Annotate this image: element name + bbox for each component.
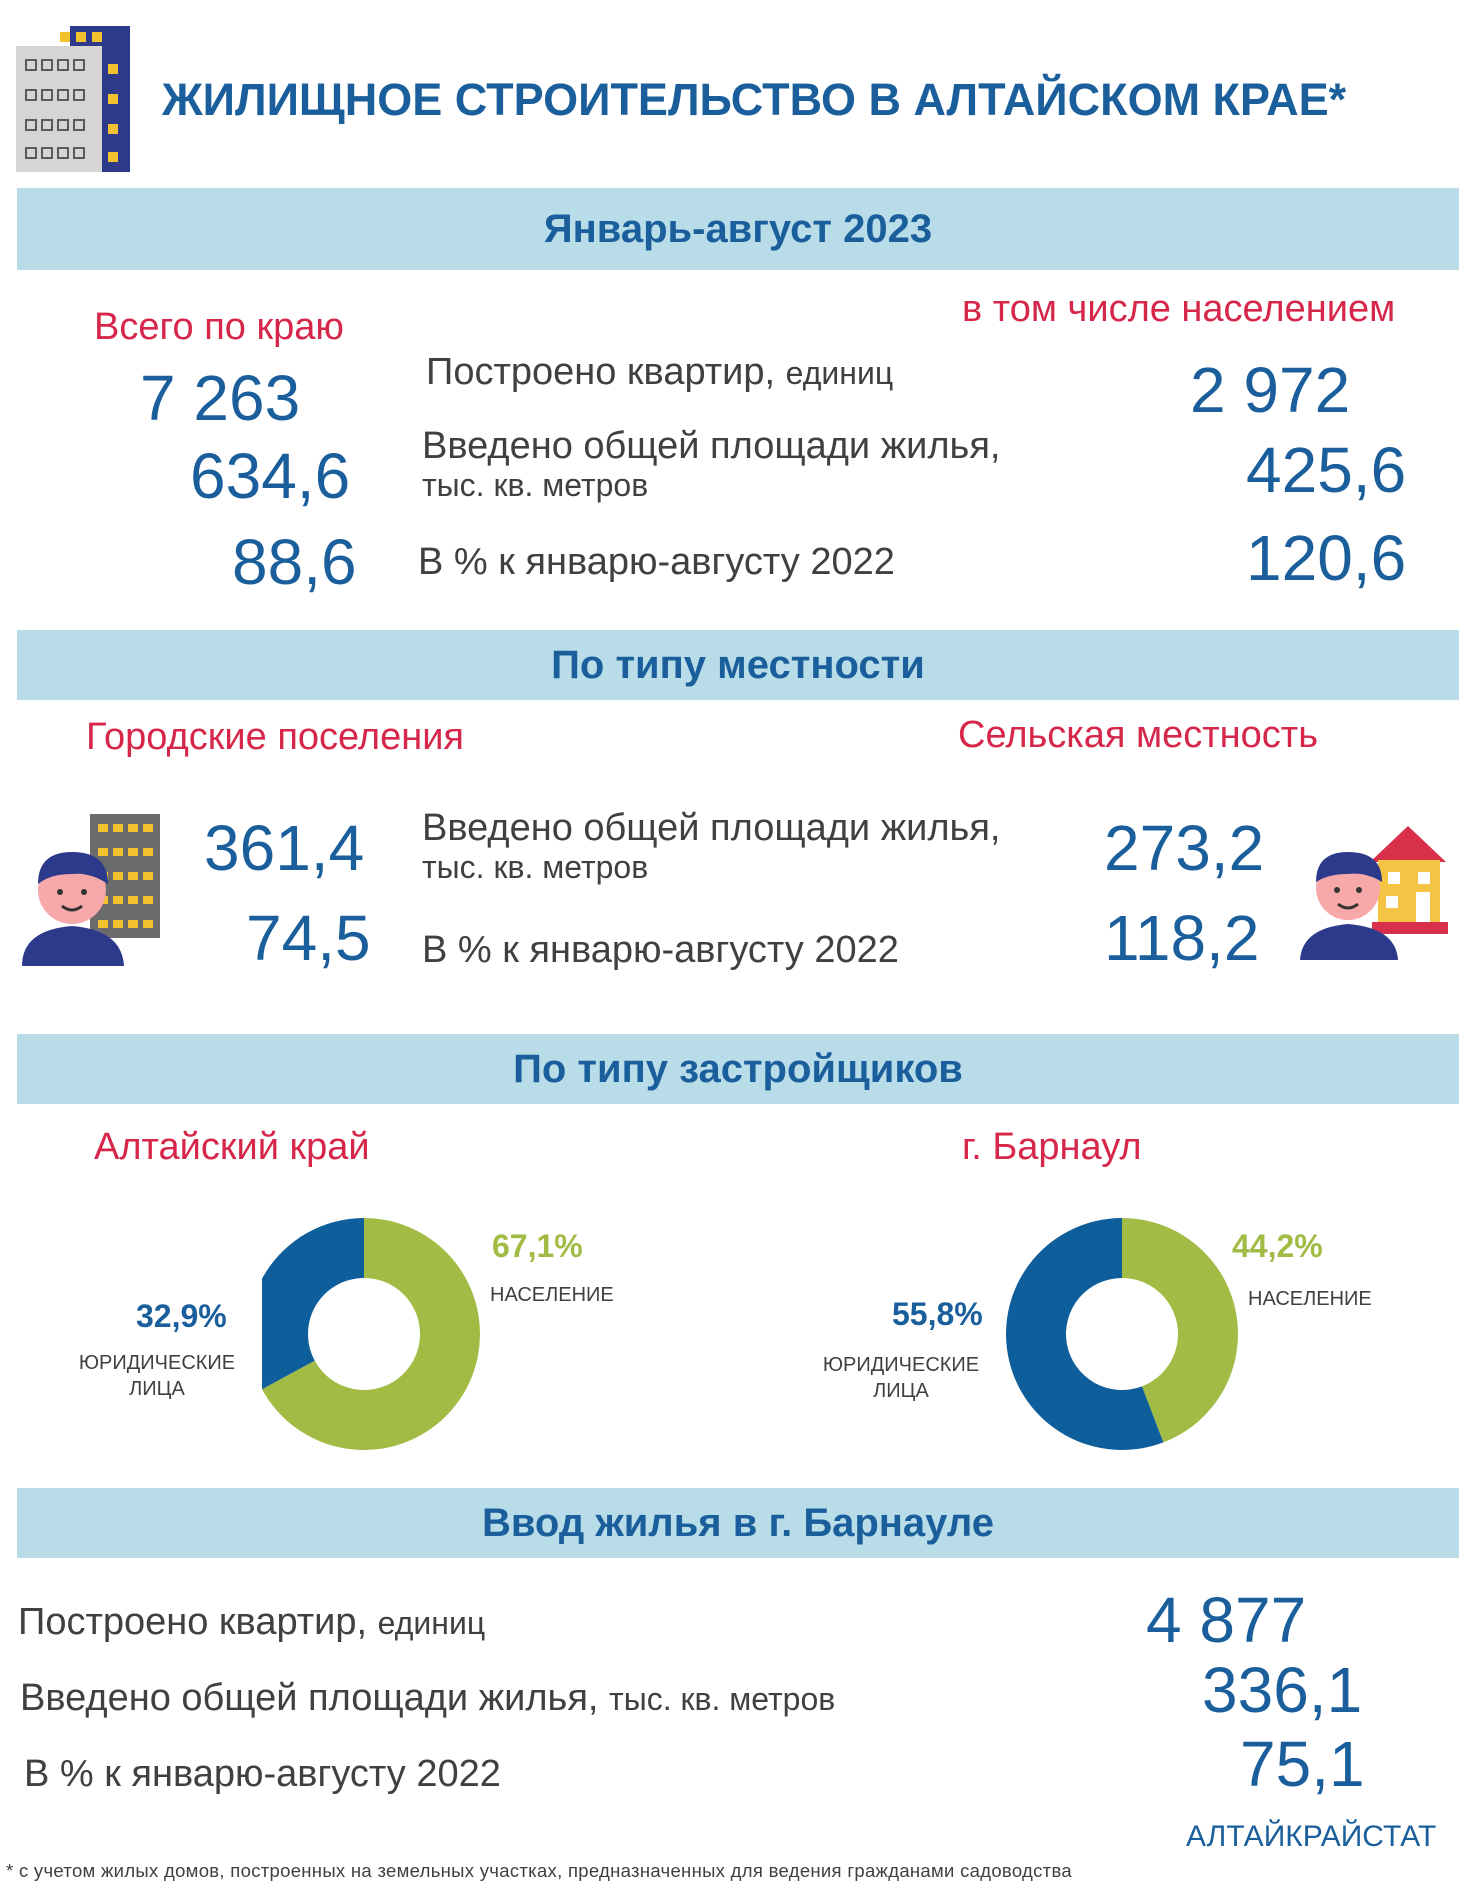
unit-text: единиц — [785, 355, 894, 391]
donut-slice-population — [262, 1218, 480, 1450]
category-line: ЮРИДИЧЕСКИЕ — [78, 1352, 236, 1374]
population-heading: в том числе населением — [962, 288, 1396, 330]
city-legal-label: 55,8% — [892, 1296, 983, 1332]
donut-slice-legal-entities — [262, 1218, 364, 1390]
section-band-developers: По типу застройщиков — [17, 1034, 1459, 1104]
region-legal-category: ЮРИДИЧЕСКИЕ ЛИЦА — [72, 1350, 242, 1402]
category-line: ЮРИДИЧЕСКИЕ — [822, 1354, 980, 1376]
barnaul-percent-value: 75,1 — [1240, 1728, 1365, 1800]
city-population-category: НАСЕЛЕНИЕ — [1248, 1288, 1372, 1310]
unit-text: тыс. кв. метров — [422, 848, 649, 885]
category-line: ЛИЦА — [873, 1380, 929, 1402]
footnote: * с учетом жилых домов, построенных на з… — [6, 1860, 1072, 1881]
rural-percent-value: 118,2 — [1104, 902, 1260, 974]
locality-area-label: Введено общей площади жилья, тыс. кв. ме… — [422, 807, 1001, 885]
population-percent: 120,6 — [1246, 522, 1407, 594]
section-band-barnaul: Ввод жилья в г. Барнауле — [17, 1488, 1459, 1558]
unit-text: тыс. кв. метров — [609, 1681, 836, 1717]
urban-heading: Городские поселения — [86, 716, 464, 758]
locality-percent-label: В % к январю-августу 2022 — [422, 929, 899, 971]
donut-slice-population — [1122, 1218, 1238, 1443]
unit-text: тыс. кв. метров — [422, 466, 649, 503]
section-title: Ввод жилья в г. Барнауле — [481, 1501, 995, 1545]
barnaul-label-area: Введено общей площади жилья, тыс. кв. ме… — [20, 1677, 836, 1720]
section-title: По типу застройщиков — [513, 1047, 963, 1091]
label-text: Введено общей площади жилья, — [422, 425, 1001, 467]
label-text: Построено квартир, — [426, 351, 776, 393]
urban-area-value: 361,4 — [204, 812, 365, 884]
total-area: 634,6 — [190, 440, 351, 512]
section-band-period: Январь-август 2023 — [17, 188, 1459, 270]
person-with-apartment-icon — [22, 814, 160, 966]
city-chart-heading: г. Барнаул — [962, 1126, 1142, 1168]
total-percent: 88,6 — [232, 526, 357, 598]
page-title: ЖИЛИЩНОЕ СТРОИТЕЛЬСТВО В АЛТАЙСКОМ КРАЕ* — [162, 74, 1347, 125]
source-label: АЛТАЙКРАЙСТАТ — [1186, 1820, 1437, 1853]
row-label-percent: В % к январю-августу 2022 — [418, 541, 895, 583]
rural-heading: Сельская местность — [958, 714, 1318, 756]
barnaul-label-percent: В % к январю-августу 2022 — [24, 1753, 501, 1795]
region-chart-heading: Алтайский край — [94, 1126, 370, 1168]
row-label-apartments: Построено квартир, единиц — [426, 351, 894, 394]
label-text: Введено общей площади жилья, — [20, 1677, 599, 1719]
unit-text: единиц — [377, 1605, 486, 1641]
barnaul-area-value: 336,1 — [1202, 1654, 1363, 1726]
person-with-house-icon — [1300, 826, 1448, 960]
label-text: Построено квартир, — [18, 1601, 368, 1643]
region-population-label: 67,1% — [492, 1228, 583, 1264]
section-band-locality: По типу местности — [17, 630, 1459, 700]
barnaul-label-apartments: Построено квартир, единиц — [18, 1601, 486, 1644]
urban-percent-value: 74,5 — [246, 902, 371, 974]
rural-area-value: 273,2 — [1104, 812, 1265, 884]
row-label-area: Введено общей площади жилья, тыс. кв. ме… — [422, 425, 1001, 503]
total-heading: Всего по краю — [94, 306, 344, 348]
donut-slice-legal-entities — [1006, 1218, 1164, 1450]
section-title: По типу местности — [551, 643, 925, 687]
total-apartments: 7 263 — [140, 362, 301, 434]
city-population-label: 44,2% — [1232, 1228, 1323, 1264]
apartment-building-icon — [16, 26, 130, 172]
city-legal-category: ЮРИДИЧЕСКИЕ ЛИЦА — [816, 1352, 986, 1404]
population-apartments: 2 972 — [1190, 354, 1351, 426]
city-donut-chart — [1006, 1218, 1238, 1450]
category-line: ЛИЦА — [129, 1378, 185, 1400]
label-text: Введено общей площади жилья, — [422, 807, 1001, 849]
region-legal-label: 32,9% — [136, 1298, 227, 1334]
barnaul-apartments-value: 4 877 — [1146, 1584, 1307, 1656]
region-population-category: НАСЕЛЕНИЕ — [490, 1284, 614, 1306]
population-area: 425,6 — [1246, 434, 1407, 506]
section-title: Январь-август 2023 — [543, 207, 933, 251]
region-donut-chart — [262, 1218, 480, 1450]
